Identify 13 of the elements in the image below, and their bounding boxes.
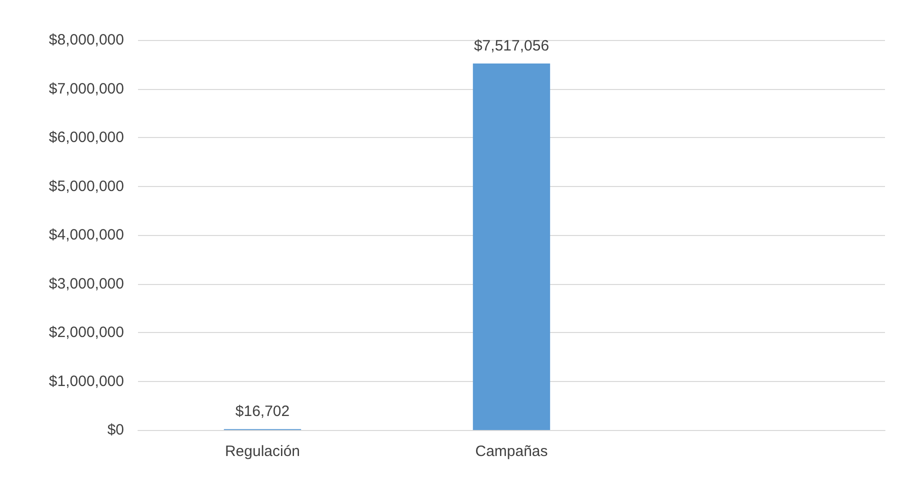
y-tick-label: $6,000,000	[48, 129, 124, 146]
y-tick-label: $8,000,000	[48, 32, 124, 48]
y-tick-label: $5,000,000	[48, 178, 124, 195]
y-tick-label: $3,000,000	[48, 275, 124, 292]
x-tick-label: Campañas	[475, 443, 548, 460]
data-label: $7,517,056	[474, 38, 550, 55]
x-tick-label: Regulación	[224, 443, 300, 460]
y-tick-label: $0	[107, 422, 124, 438]
y-tick-label: $1,000,000	[48, 372, 124, 390]
data-label: $16,702	[235, 403, 290, 420]
y-tick-label: $2,000,000	[48, 324, 124, 341]
y-tick-label: $7,000,000	[48, 80, 124, 98]
y-tick-label: $4,000,000	[48, 226, 124, 244]
